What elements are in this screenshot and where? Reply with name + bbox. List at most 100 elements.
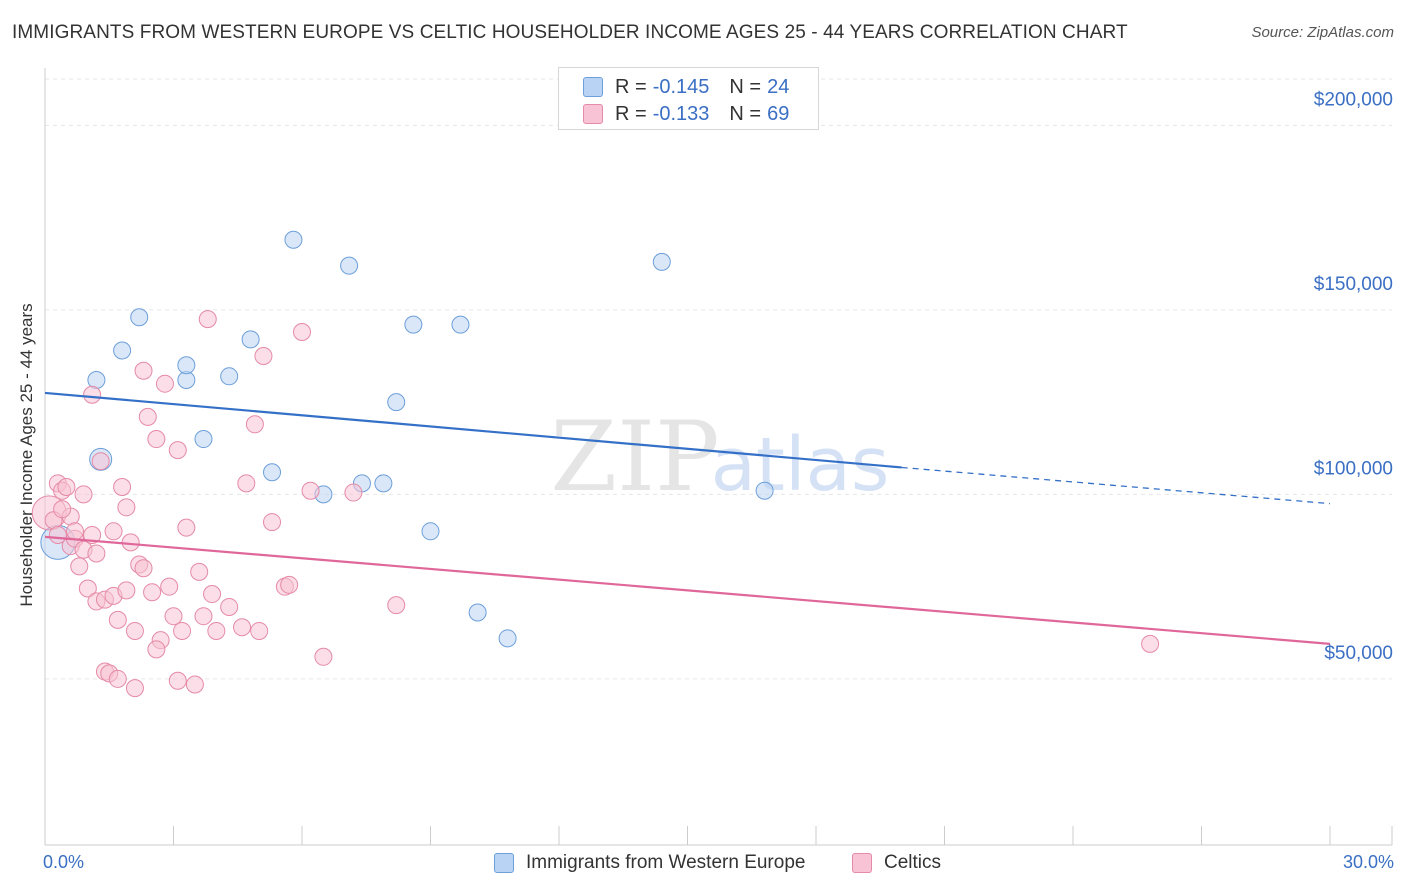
point-western-europe	[130, 308, 149, 327]
point-western-europe	[498, 629, 517, 648]
point-celtics	[194, 607, 213, 626]
point-celtics	[74, 485, 93, 504]
point-celtics	[263, 513, 282, 532]
legend-item-celtics: Celtics	[852, 852, 941, 874]
point-celtics	[78, 579, 97, 598]
point-celtics	[198, 310, 217, 329]
pink-swatch	[852, 853, 872, 873]
stats-legend: R = -0.145 N = 24 R = -0.133 N = 69	[558, 67, 819, 130]
point-western-europe	[340, 256, 359, 275]
n-label: N =	[729, 75, 762, 98]
point-celtics	[168, 441, 187, 460]
point-western-europe	[755, 481, 774, 500]
point-celtics	[220, 597, 239, 616]
trend-line-celtics	[44, 535, 1331, 645]
y-tick-label: $150,000	[1314, 274, 1393, 295]
point-western-europe	[177, 356, 196, 375]
point-celtics	[387, 596, 406, 615]
point-celtics	[237, 474, 256, 493]
point-western-europe	[468, 603, 487, 622]
point-celtics	[147, 430, 166, 449]
y-tick-label: $100,000	[1314, 458, 1393, 479]
point-celtics	[70, 557, 89, 576]
point-western-europe	[241, 330, 260, 349]
point-celtics	[190, 562, 209, 581]
watermark-zip: ZIP	[550, 401, 719, 513]
point-western-europe	[387, 393, 406, 412]
pink-swatch	[583, 104, 603, 124]
point-celtics	[108, 610, 127, 629]
point-western-europe	[113, 341, 132, 360]
trend-line-western-europe-projection	[901, 466, 1331, 505]
data-points	[31, 230, 1160, 698]
y-tick-label: $50,000	[1324, 643, 1393, 664]
point-celtics	[65, 522, 84, 541]
series-legend: Immigrants from Western Europe Celtics	[0, 852, 1406, 878]
point-celtics	[301, 481, 320, 500]
point-western-europe	[284, 230, 303, 249]
point-celtics	[203, 585, 222, 604]
legend-item-western-europe: Immigrants from Western Europe	[494, 852, 805, 874]
point-western-europe	[421, 522, 440, 541]
legend-label: Celtics	[884, 852, 942, 873]
grid-lines	[45, 78, 1392, 680]
point-celtics	[83, 526, 102, 544]
point-celtics	[164, 607, 183, 626]
point-celtics	[280, 575, 299, 594]
legend-label: Immigrants from Western Europe	[526, 852, 806, 873]
point-celtics	[83, 385, 102, 404]
point-celtics	[57, 478, 76, 497]
r-value: -0.133	[652, 102, 710, 125]
point-celtics	[117, 498, 136, 517]
axes	[44, 68, 1393, 846]
legend-row-blue: R = -0.145 N = 24	[583, 74, 789, 100]
point-celtics	[125, 679, 144, 698]
r-value: -0.145	[652, 75, 710, 98]
n-value: 69	[767, 102, 790, 125]
x-tick-min: 0.0%	[43, 852, 85, 872]
trend-line-western-europe	[44, 391, 902, 469]
x-tick-max: 30.0%	[1342, 852, 1394, 872]
point-celtics	[177, 518, 196, 537]
point-celtics	[91, 452, 110, 471]
point-celtics	[113, 478, 132, 497]
point-celtics	[207, 621, 226, 640]
trend-lines	[44, 391, 1331, 645]
point-western-europe	[374, 474, 393, 493]
r-label: R =	[615, 75, 647, 98]
r-label: R =	[615, 102, 647, 125]
point-western-europe	[404, 315, 423, 334]
point-celtics	[138, 407, 157, 426]
point-celtics	[185, 675, 204, 694]
watermark: ZIP atlas	[550, 401, 889, 513]
point-celtics	[233, 618, 252, 637]
point-celtics	[117, 581, 136, 600]
y-tick-labels: $50,000 $100,000 $150,000 $200,000	[1314, 89, 1393, 664]
point-western-europe	[263, 463, 282, 482]
blue-swatch	[494, 853, 514, 873]
blue-swatch	[583, 77, 603, 97]
point-celtics	[104, 522, 123, 541]
point-celtics	[147, 640, 166, 659]
watermark-atlas: atlas	[711, 422, 890, 508]
point-celtics	[1141, 634, 1160, 653]
point-celtics	[293, 323, 311, 342]
point-celtics	[125, 621, 144, 640]
point-celtics	[53, 500, 72, 519]
n-value: 24	[767, 75, 790, 98]
point-celtics	[108, 669, 127, 688]
n-label: N =	[729, 102, 762, 125]
point-celtics	[245, 415, 264, 434]
point-celtics	[87, 544, 106, 563]
point-western-europe	[652, 252, 671, 271]
point-celtics	[134, 361, 153, 380]
point-celtics	[250, 621, 269, 640]
point-western-europe	[451, 315, 470, 334]
y-tick-label: $200,000	[1314, 89, 1393, 110]
point-celtics	[344, 483, 363, 502]
point-celtics	[314, 647, 333, 666]
point-celtics	[143, 583, 162, 602]
point-celtics	[155, 374, 174, 393]
point-western-europe	[194, 430, 213, 449]
chart-title: IMMIGRANTS FROM WESTERN EUROPE VS CELTIC…	[12, 22, 1128, 43]
